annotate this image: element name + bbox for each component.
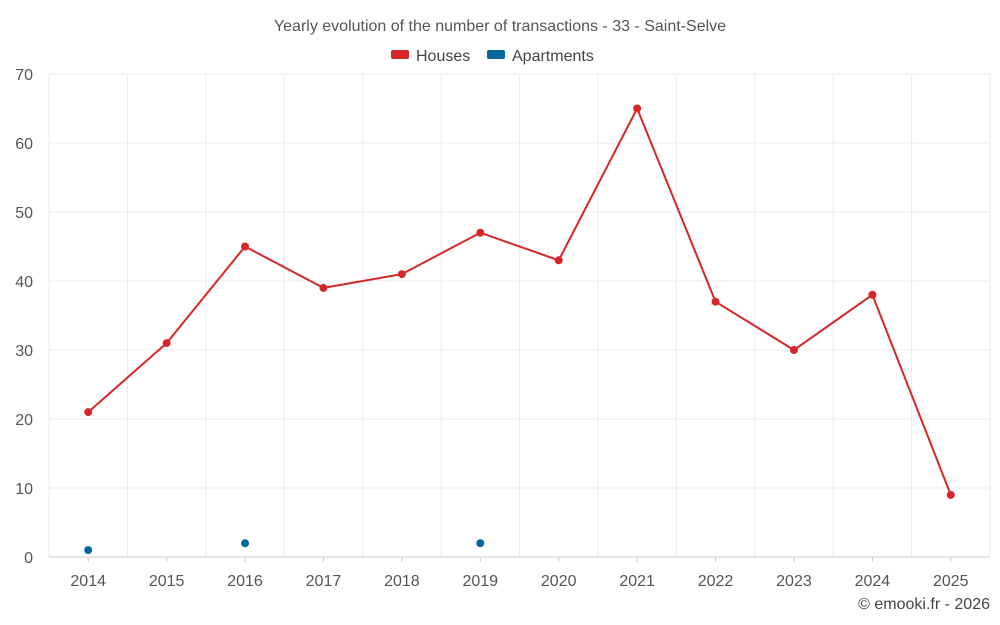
point-houses-2022[interactable]: [711, 297, 720, 306]
point-houses-2020[interactable]: [554, 256, 563, 265]
series: [84, 104, 955, 555]
credit-text: © emooki.fr - 2026: [858, 596, 990, 613]
x-tick-label-2025: 2025: [933, 573, 969, 590]
y-tick-label-60: 60: [15, 136, 33, 153]
grid: [48, 73, 991, 557]
y-tick-label-50: 50: [15, 205, 33, 222]
point-houses-2016[interactable]: [241, 242, 250, 251]
x-tick-label-2020: 2020: [541, 573, 577, 590]
series-line-houses: [87, 107, 952, 496]
legend-label-houses: Houses: [416, 48, 470, 65]
x-tick-label-2016: 2016: [227, 573, 263, 590]
point-houses-2025[interactable]: [946, 490, 955, 499]
point-houses-2024[interactable]: [868, 290, 877, 299]
axes: 0 10 20 30 40 50 60 70 2014 2015 2016 2017 2018 2019 2…: [15, 67, 990, 590]
y-tick-label-40: 40: [15, 274, 33, 291]
y-tick-label-0: 0: [24, 550, 33, 567]
point-apartments-2016[interactable]: [241, 539, 250, 548]
legend: Houses Apartments: [391, 48, 594, 65]
x-tick-label-2022: 2022: [698, 573, 734, 590]
point-houses-2017[interactable]: [319, 283, 328, 292]
legend-swatch-apartments: [487, 50, 505, 59]
x-tick-label-2024: 2024: [855, 573, 891, 590]
point-apartments-2019[interactable]: [476, 539, 485, 548]
y-tick-label-10: 10: [15, 481, 33, 498]
point-houses-2019[interactable]: [476, 228, 485, 237]
point-houses-2015[interactable]: [162, 339, 171, 348]
legend-item-houses[interactable]: Houses: [391, 48, 470, 65]
legend-swatch-houses: [391, 50, 409, 59]
y-tick-label-70: 70: [15, 67, 33, 84]
x-tick-label-2017: 2017: [306, 573, 342, 590]
x-tick-label-2021: 2021: [619, 573, 655, 590]
point-apartments-2014[interactable]: [84, 546, 93, 555]
chart-title: Yearly evolution of the number of transa…: [274, 18, 726, 35]
x-tick-label-2015: 2015: [149, 573, 185, 590]
point-houses-2018[interactable]: [397, 270, 406, 279]
y-tick-label-30: 30: [15, 343, 33, 360]
point-houses-2023[interactable]: [789, 346, 798, 354]
legend-item-apartments[interactable]: Apartments: [487, 48, 594, 65]
x-tick-label-2018: 2018: [384, 573, 420, 590]
point-houses-2014[interactable]: [84, 408, 93, 417]
y-tick-label-20: 20: [15, 412, 33, 429]
x-tick-label-2023: 2023: [776, 573, 812, 590]
x-tick-label-2019: 2019: [462, 573, 498, 590]
point-houses-2021[interactable]: [633, 104, 642, 113]
x-tick-label-2014: 2014: [70, 573, 106, 590]
legend-label-apartments: Apartments: [512, 48, 594, 65]
